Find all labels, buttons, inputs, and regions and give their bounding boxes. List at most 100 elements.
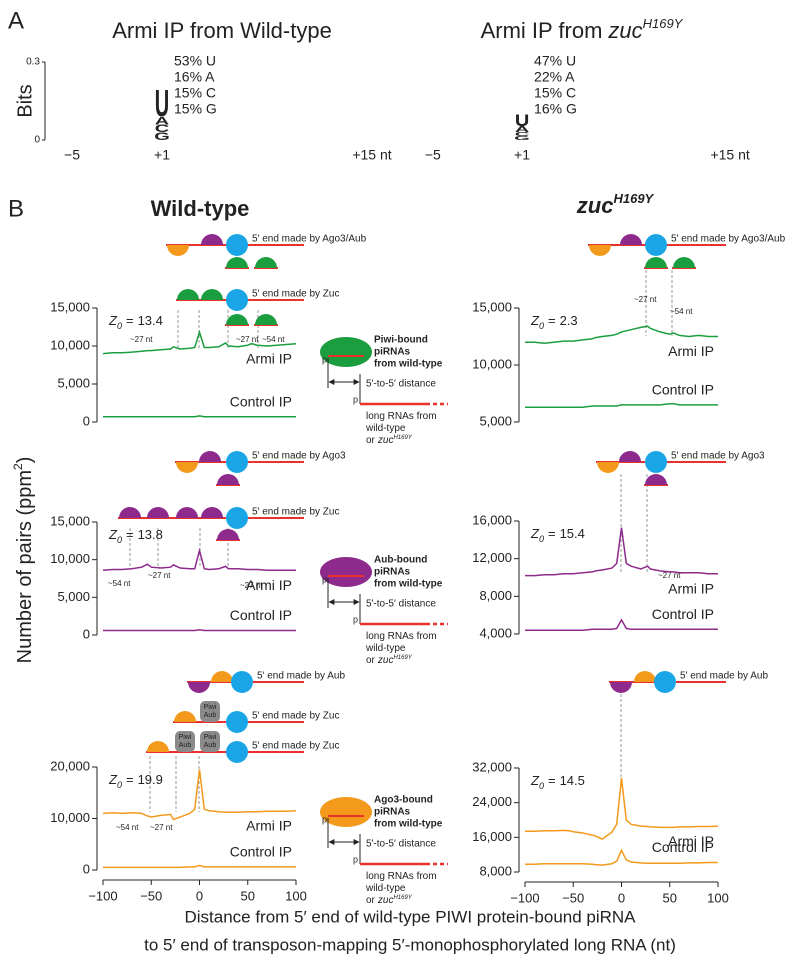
z-score: Z0 = 14.5 [530,773,585,791]
series-label: Control IP [652,382,714,398]
y-tick-label: 15,000 [50,513,90,528]
y-tick-label: 16,000 [472,512,512,527]
y-axis-label-sup: 2 [11,463,25,470]
x-tick-label: +1 [154,147,170,163]
protein-half [176,462,198,473]
legend-target: wild-type [365,423,406,434]
legend-p: p [353,614,358,624]
series-line [102,769,297,821]
z-value: 13.8 [138,527,163,542]
y-tick-label: 16,000 [472,829,512,844]
series-line [102,547,296,571]
legend-title: Aub-bound [374,555,427,566]
z-score: Z0 = 2.3 [530,313,578,331]
legend-p: p [322,354,327,364]
x-tick-label: +15 nt [710,147,749,163]
x-tick-label: 0 [196,888,203,903]
legend-target-text: or [366,435,376,446]
y-axis-label-close: ) [14,457,36,464]
series-label: Armi IP [246,577,292,593]
protein-half [620,234,642,245]
value-label: 16% G [534,101,577,117]
z-relation: = [126,772,134,787]
legend-title: from wild-type [374,579,443,590]
distance-note: ~27 nt [130,335,153,344]
logo-title: Armi IP from Wild-type [112,18,332,43]
protein-half [188,682,210,693]
legend-p: p [322,574,327,584]
protein-half [589,245,611,256]
distance-note: ~54 nt [262,335,285,344]
z-score: Z0 = 19.9 [108,772,163,790]
x-tick-label: −5 [425,147,441,163]
end-label: 5′ end made by Zuc [252,741,339,752]
x-tick-label: −5 [64,147,80,163]
logo-letter: A [515,125,529,134]
panel-label: A [8,7,24,34]
x-tick-label: −100 [88,888,117,903]
z-symbol: Z [530,526,540,541]
logo-letter: G [514,135,530,141]
value-label: 47% U [534,53,576,69]
legend-target-italic: zuc [377,655,394,666]
protein-half [217,529,239,540]
z-subscript: 0 [117,321,122,331]
protein [654,671,676,693]
series-line [525,618,718,631]
z-value: 14.5 [560,773,585,788]
y-tick-label: 12,000 [472,550,512,565]
value-label: 15% C [174,85,216,101]
protein-half [226,314,248,325]
protein-tag-label: Aub [204,742,217,749]
legend-target-italic: zuc [377,895,394,906]
value-label: 53% U [174,53,216,69]
protein-half [201,289,223,300]
end-label: 5′ end made by Ago3/Aub [252,234,367,245]
y-tick-label: 10,000 [50,337,90,352]
legend-title: piRNAs [374,807,411,818]
y-tick-label: 5,000 [57,589,90,604]
legend-target-italic: zuc [377,435,394,446]
x-axis-label: to 5′ end of transposon-mapping 5′-monop… [144,935,676,954]
z-subscript: 0 [117,535,122,545]
x-tick-label: 50 [663,890,677,905]
column-title: zucH169Y [576,191,655,218]
y-tick-label: 10,000 [472,356,512,371]
end-label: 5′ end made by Zuc [252,711,339,722]
distance-note: ~27 nt [148,571,171,580]
y-tick-label: 32,000 [472,759,512,774]
protein-tag-label: Piwi [204,734,217,741]
protein-tag [175,731,195,752]
protein-half [119,507,141,518]
protein-half [199,451,221,462]
protein [231,671,253,693]
value-label: 16% A [174,69,215,85]
protein-half [217,474,239,485]
legend-target: long RNAs from [366,871,437,882]
legend-target-text: long RNAs from [366,631,437,642]
legend-target: or zucH169Y [366,435,413,446]
z-value: 2.3 [560,313,578,328]
series-label: Armi IP [668,343,714,359]
distance-note: ~27 nt [634,295,657,304]
distance-note: ~27 nt [150,823,173,832]
series-line [525,848,718,866]
y-tick-label: 0 [83,861,90,876]
legend-p: p [322,814,327,824]
legend-target: or zucH169Y [366,895,413,906]
series-label: Armi IP [246,350,292,366]
logo-title-text: Armi IP from Wild-type [112,18,332,43]
column-title-sup: H169Y [613,191,654,206]
y-axis-label: Bits [14,84,36,117]
z-score: Z0 = 13.4 [108,313,163,331]
distance-note: ~27 nt [658,571,681,580]
logo-title-italic: zuc [607,18,642,43]
protein-tag [200,731,220,752]
legend-distance: 5′-to-5′ distance [366,839,436,850]
logo-letter: U [155,84,169,125]
z-score: Z0 = 13.8 [108,527,163,545]
y-tick-label: 10,000 [50,551,90,566]
end-label: 5′ end made by Aub [680,671,768,682]
distance-note: ~27 nt [236,335,259,344]
legend-target: or zucH169Y [366,655,413,666]
